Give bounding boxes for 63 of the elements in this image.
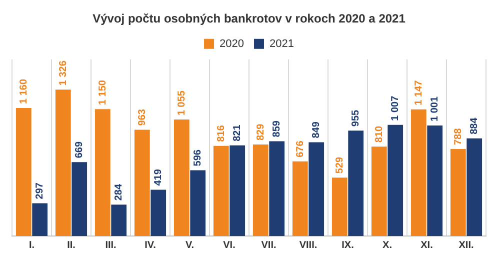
- x-tick-label: XI.: [420, 240, 434, 251]
- data-label: 810: [374, 125, 385, 143]
- data-label: 849: [311, 121, 322, 138]
- bar: [150, 190, 166, 236]
- bar: [174, 120, 190, 236]
- bar: [388, 124, 404, 236]
- data-label: 955: [350, 109, 362, 127]
- x-tick-label: V.: [185, 240, 194, 251]
- data-label: 669: [74, 141, 86, 158]
- data-label: 284: [114, 184, 125, 201]
- data-label: 816: [216, 124, 227, 142]
- bar: [269, 141, 285, 236]
- x-tick-label: VII.: [261, 240, 276, 251]
- bar: [230, 145, 246, 236]
- data-label: 1 147: [413, 80, 424, 106]
- bar: [72, 162, 88, 236]
- data-label: 1 055: [176, 90, 188, 116]
- data-label: 1 007: [390, 95, 402, 121]
- data-label: 829: [255, 123, 266, 140]
- x-tick-label: VI.: [223, 240, 236, 251]
- data-label: 1 150: [97, 80, 108, 106]
- data-label: 529: [334, 156, 346, 174]
- bar: [308, 142, 324, 236]
- data-label: 963: [136, 108, 148, 126]
- bar: [111, 204, 127, 236]
- x-tick-label: I.: [28, 240, 35, 251]
- bar: [450, 149, 466, 236]
- bar: [332, 178, 348, 236]
- bar: [32, 203, 48, 236]
- data-label: 859: [272, 120, 283, 138]
- bar: [292, 161, 308, 236]
- bar: [427, 126, 443, 236]
- data-label: 297: [34, 182, 46, 200]
- x-tick-label: II.: [67, 240, 76, 251]
- bar: [16, 108, 32, 236]
- data-label: 1 001: [430, 96, 441, 122]
- x-tick-label: IV.: [144, 240, 156, 251]
- bar: [94, 109, 110, 236]
- bar: [371, 146, 387, 236]
- bar: [348, 130, 364, 236]
- legend-label: 2021: [270, 38, 294, 50]
- bar: [410, 109, 426, 236]
- bar: [252, 144, 268, 236]
- chart-title: Vývoj počtu osobných bankrotov v rokoch 2020 a 2021: [92, 12, 406, 26]
- data-label: 821: [232, 124, 244, 142]
- bar: [190, 170, 206, 236]
- data-label: 1 326: [58, 60, 69, 86]
- data-label: 788: [452, 128, 464, 146]
- legend-label: 2020: [220, 38, 244, 50]
- data-label: 884: [469, 117, 480, 134]
- x-tick-label: VIII.: [299, 240, 318, 251]
- x-tick-label: XII.: [458, 240, 474, 251]
- bar: [55, 90, 71, 236]
- data-label: 596: [192, 149, 204, 166]
- data-label: 676: [294, 140, 306, 158]
- data-label: 419: [153, 168, 164, 186]
- bar: [134, 130, 150, 236]
- bar: [213, 146, 229, 236]
- x-tick-label: X.: [382, 240, 392, 251]
- bar: [466, 138, 482, 236]
- x-tick-label: IX.: [342, 240, 354, 251]
- data-label: 1 160: [18, 78, 30, 104]
- x-tick-label: III.: [105, 240, 117, 251]
